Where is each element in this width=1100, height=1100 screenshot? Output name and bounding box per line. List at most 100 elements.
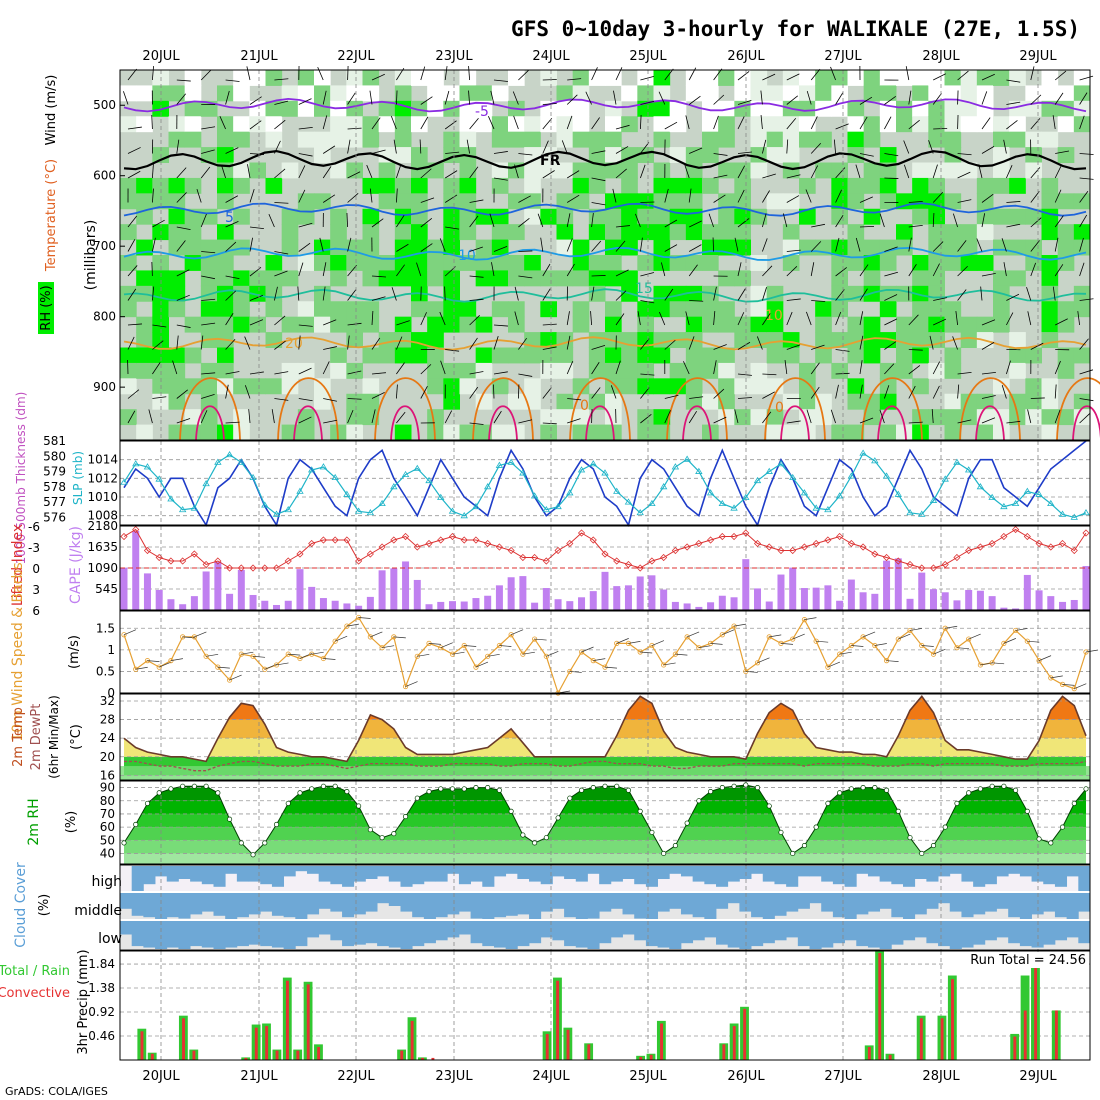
- rh-cell: [281, 270, 299, 287]
- cloud-low-bar: [458, 920, 472, 935]
- rh-cell: [330, 301, 347, 318]
- wind-barb: [737, 288, 746, 301]
- wind-barb: [1079, 177, 1094, 180]
- rh-cell: [605, 162, 622, 179]
- rh-marker: [485, 785, 491, 791]
- thickness-marker: [343, 490, 351, 497]
- rh-cell: [362, 224, 380, 241]
- rh-cell: [637, 316, 654, 333]
- wind-barb: [957, 419, 972, 424]
- cloud-high-bar: [739, 866, 752, 879]
- rh-cell: [491, 224, 509, 241]
- rh-cell: [912, 301, 929, 318]
- date-label-bottom: 23JUL: [435, 1069, 473, 1084]
- wind-barb: [567, 398, 582, 401]
- cape-bar: [460, 601, 468, 610]
- rh-cell: [362, 409, 380, 426]
- rh-cell: [1009, 362, 1026, 379]
- wind-barb: [298, 153, 313, 157]
- cloud-low-bar: [225, 920, 238, 948]
- rh-cell: [330, 116, 347, 133]
- rh-cell: [443, 224, 460, 241]
- wind-barb: [274, 398, 289, 401]
- rh-cell: [637, 332, 654, 348]
- precip-convective-bar: [951, 979, 954, 1060]
- cloud-low-bar: [470, 920, 483, 944]
- wind-barb: [176, 167, 187, 179]
- rh-cell: [734, 332, 751, 348]
- rh-cell: [362, 131, 380, 148]
- rh-cell: [168, 177, 186, 194]
- wind-barb: [955, 311, 958, 326]
- rh-cell: [993, 316, 1010, 333]
- cloud-low-bar: [1066, 920, 1079, 938]
- lifted-index-marker: [824, 536, 832, 544]
- wind-barb: [613, 90, 617, 105]
- wind-barb: [903, 140, 910, 154]
- rh-cell: [491, 85, 509, 102]
- lifted-index-marker: [730, 532, 738, 541]
- lifted-index-marker: [448, 532, 457, 541]
- date-label-top: 26JUL: [727, 49, 765, 64]
- rh-marker: [180, 783, 186, 789]
- thickness-marker: [460, 512, 468, 519]
- cloud-middle-bar: [938, 892, 951, 904]
- cloud-middle-bar: [529, 892, 542, 920]
- wind-barb: [127, 147, 141, 154]
- cape-bar: [578, 597, 586, 610]
- wind-speed-marker: [379, 645, 385, 651]
- wind-barb-10m: [663, 662, 676, 666]
- rh-cell: [152, 270, 169, 287]
- wind-barb-10m: [206, 653, 219, 657]
- rh-cell: [653, 378, 671, 395]
- cape-bar: [1059, 601, 1067, 610]
- legend-temperature-label: Temperature (°C): [44, 159, 59, 272]
- cloud-low-bar: [342, 920, 355, 947]
- cloud-high-bar: [727, 866, 740, 882]
- rh-cell: [944, 162, 962, 179]
- wind-speed-marker: [930, 651, 937, 657]
- cloud-low-bar: [879, 920, 892, 949]
- wind-barb: [685, 115, 690, 130]
- wind-barb: [908, 90, 912, 105]
- rh-cell: [233, 177, 250, 194]
- rh-cell: [815, 162, 832, 179]
- wind-barb: [640, 100, 655, 105]
- lifted-index-marker: [343, 536, 351, 544]
- rh-cell: [750, 162, 768, 179]
- rh-cell: [233, 270, 250, 287]
- wind-barb: [957, 289, 967, 301]
- wind-barb: [640, 373, 655, 376]
- wind-barb-10m: [769, 634, 782, 638]
- rh-cell: [896, 285, 913, 302]
- wind-barb: [176, 139, 180, 154]
- rh-cell: [378, 255, 396, 271]
- wind-barb-10m: [851, 645, 864, 647]
- rh-cell: [588, 162, 606, 179]
- rh-cell: [621, 177, 638, 194]
- wind-barb: [737, 397, 752, 399]
- rh-marker: [825, 800, 831, 806]
- rh-cell: [831, 85, 848, 102]
- wind-barb: [1055, 150, 1070, 154]
- rh-cell: [249, 270, 266, 287]
- rh-cell: [637, 193, 654, 210]
- thickness-marker: [894, 490, 902, 497]
- rh-cell: [847, 393, 865, 410]
- rh-cell: [1073, 100, 1091, 117]
- rh-band: [124, 827, 1086, 841]
- wind-speed-marker: [297, 655, 303, 662]
- rh-cell: [1009, 116, 1026, 133]
- rh-cell: [621, 347, 638, 364]
- rh-cell: [540, 332, 557, 348]
- wind-barb: [371, 73, 385, 81]
- wind-barb: [347, 398, 362, 400]
- rh-marker: [860, 785, 866, 791]
- wind-barb: [176, 192, 187, 203]
- rh-cell: [200, 255, 218, 271]
- wind-barb: [737, 165, 746, 179]
- wind-barb: [591, 117, 600, 130]
- rh-cell: [314, 285, 331, 302]
- rh-cell: [718, 347, 735, 364]
- rh-cell: [556, 85, 574, 102]
